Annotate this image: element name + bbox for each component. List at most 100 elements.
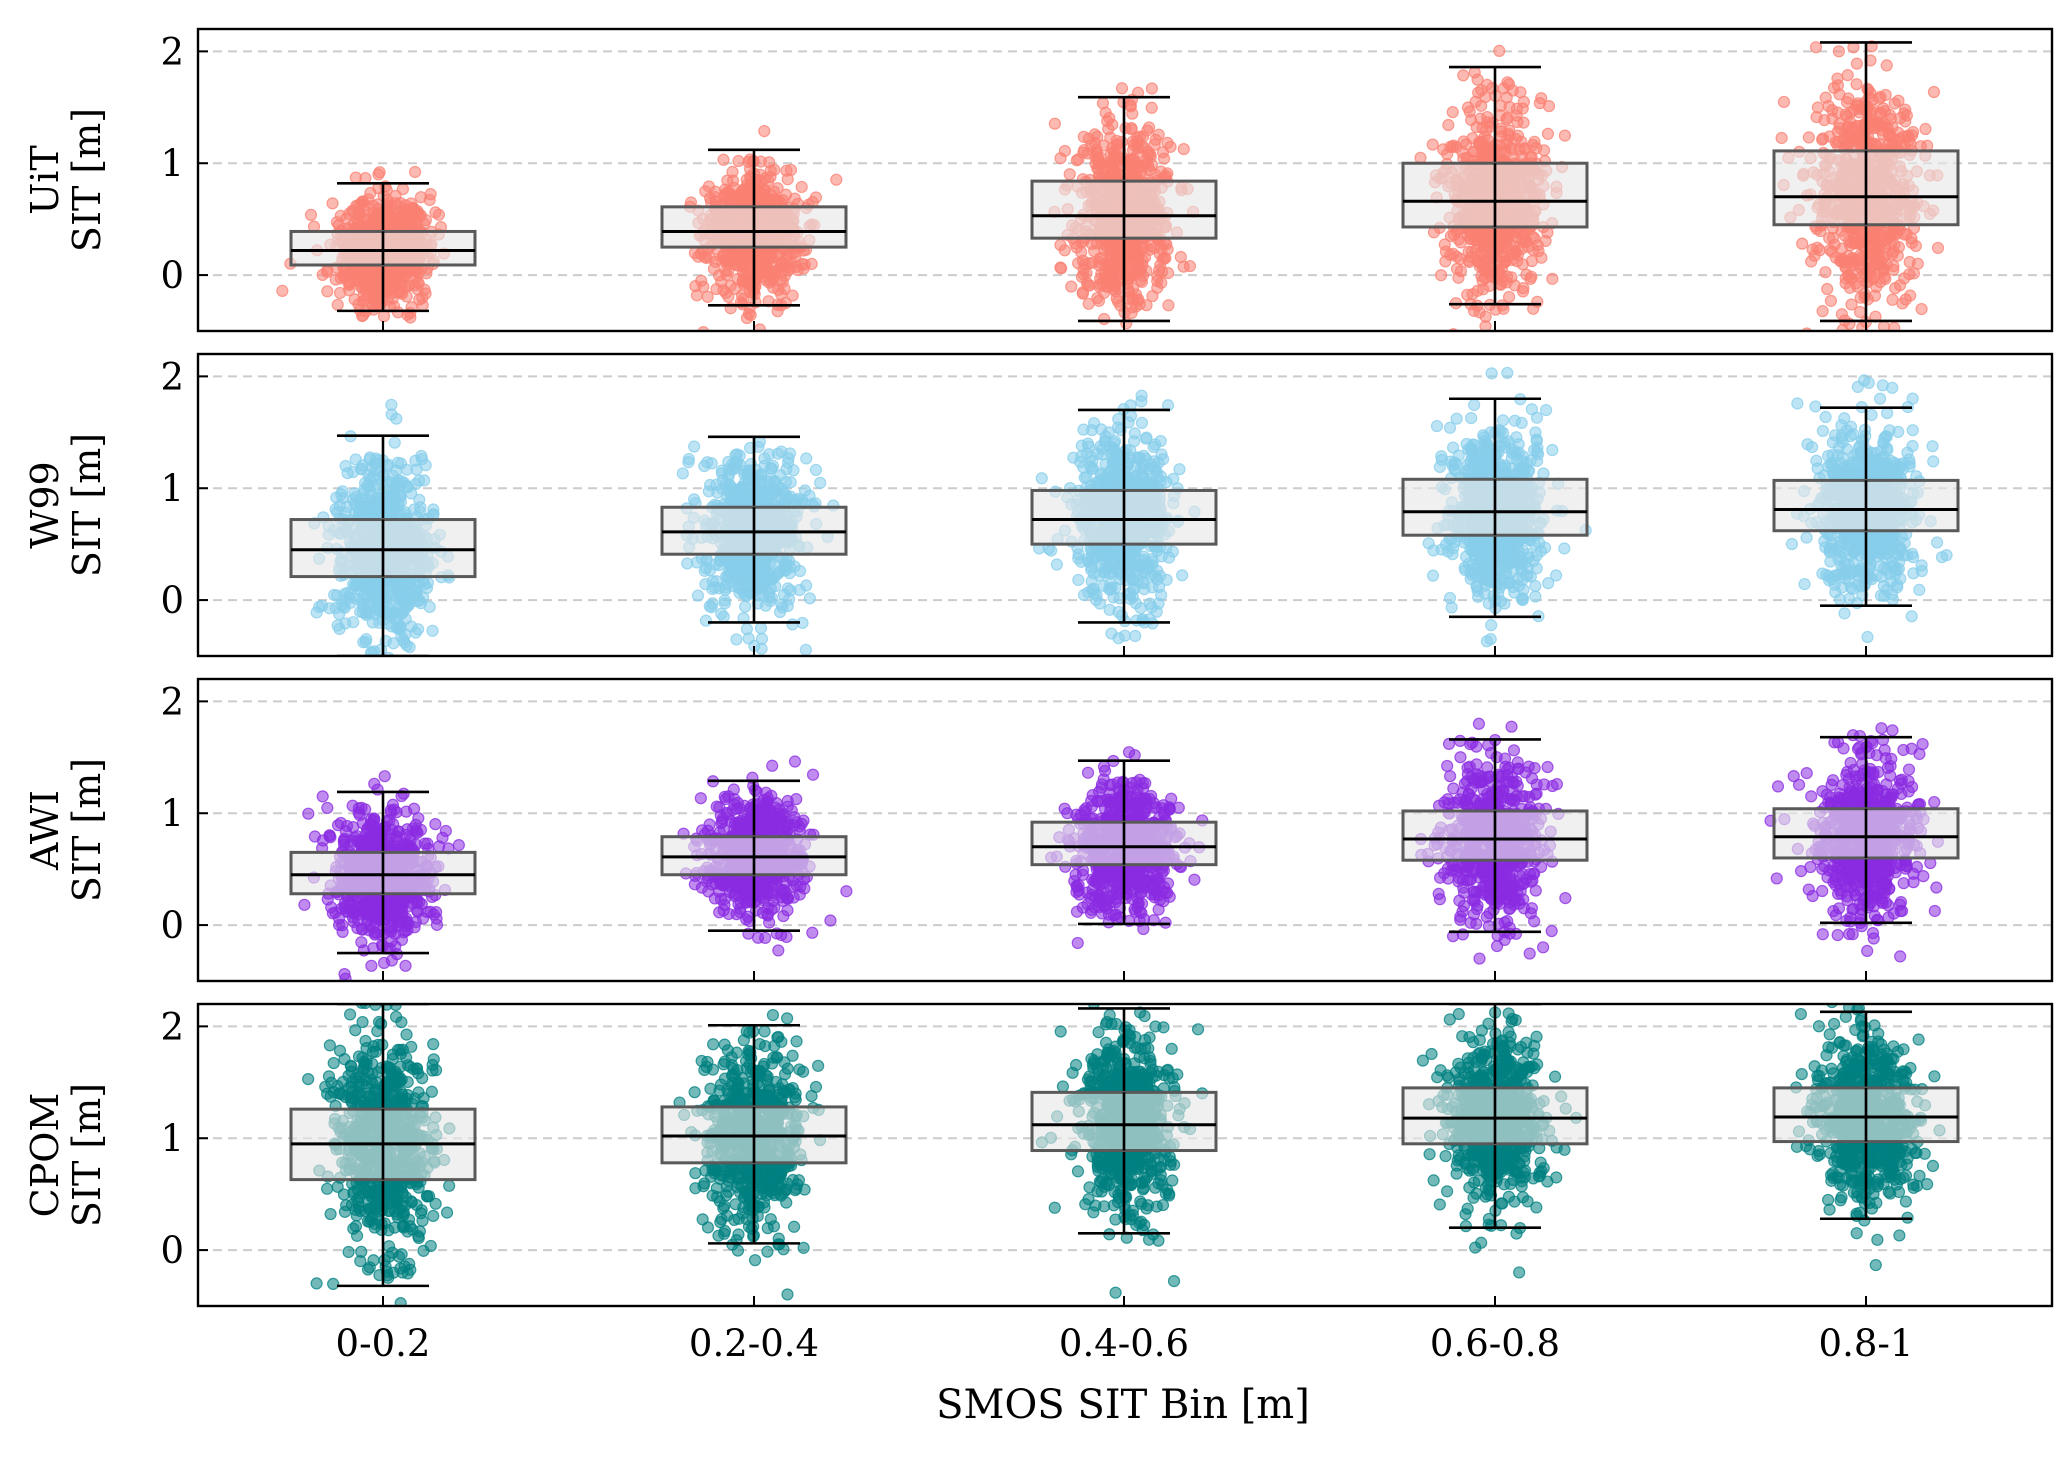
data-point xyxy=(1501,76,1514,89)
data-point xyxy=(783,561,797,574)
data-point xyxy=(409,454,422,467)
data-point xyxy=(419,459,432,472)
data-point xyxy=(364,186,377,200)
y-axis-label-model: UiT xyxy=(23,145,67,215)
data-point xyxy=(786,289,799,302)
data-point xyxy=(1447,139,1460,152)
data-point xyxy=(1806,243,1819,256)
data-point xyxy=(401,479,414,493)
data-point xyxy=(363,484,376,497)
data-point xyxy=(701,290,714,303)
data-point xyxy=(1775,131,1788,145)
data-point xyxy=(404,306,417,320)
data-point xyxy=(1155,276,1168,289)
data-point xyxy=(1112,268,1125,281)
data-point xyxy=(1446,106,1459,119)
data-point xyxy=(809,191,823,204)
data-point xyxy=(276,284,289,297)
y-tick-label: 0 xyxy=(160,254,184,297)
data-point xyxy=(333,286,347,300)
data-point xyxy=(377,310,391,323)
data-point xyxy=(1076,286,1089,299)
data-point xyxy=(1531,295,1544,308)
data-point xyxy=(1915,302,1928,316)
box-group xyxy=(289,41,1960,323)
data-point xyxy=(692,250,705,263)
data-point xyxy=(304,208,318,221)
data-point xyxy=(354,605,367,618)
data-point xyxy=(755,642,768,655)
data-point xyxy=(1816,305,1829,318)
data-point xyxy=(360,633,373,646)
data-point xyxy=(352,199,365,212)
data-point xyxy=(1927,85,1941,99)
data-point xyxy=(741,188,754,201)
data-point xyxy=(724,479,737,492)
data-point xyxy=(1070,154,1083,167)
data-point xyxy=(1511,248,1525,261)
data-point xyxy=(1158,252,1171,265)
data-point xyxy=(1919,122,1932,136)
data-point xyxy=(705,457,718,470)
data-point xyxy=(1831,72,1844,85)
data-point xyxy=(1861,82,1874,95)
data-point xyxy=(1844,106,1857,119)
data-point xyxy=(1450,250,1463,263)
data-point xyxy=(394,197,407,210)
data-point xyxy=(390,412,403,425)
data-point xyxy=(732,559,745,572)
data-point xyxy=(703,251,717,264)
data-point xyxy=(729,456,743,469)
data-point xyxy=(1123,271,1136,285)
data-point xyxy=(766,281,780,294)
data-point xyxy=(715,464,728,477)
data-point xyxy=(1802,131,1815,144)
data-point xyxy=(395,576,408,589)
data-point xyxy=(774,469,787,482)
data-point xyxy=(705,601,718,614)
data-point xyxy=(1869,121,1882,134)
data-point xyxy=(1130,137,1143,151)
data-point xyxy=(411,275,424,288)
data-point xyxy=(356,295,370,308)
data-point xyxy=(771,182,784,195)
data-point xyxy=(1824,243,1837,257)
data-point xyxy=(755,569,768,582)
data-point xyxy=(390,621,404,635)
data-point xyxy=(768,163,781,176)
data-point xyxy=(1841,69,1854,82)
data-point xyxy=(1162,299,1175,312)
data-point xyxy=(1839,261,1852,274)
data-point xyxy=(1164,140,1177,153)
data-point xyxy=(1511,115,1524,129)
data-point xyxy=(1145,101,1158,114)
data-point xyxy=(354,280,368,293)
data-point xyxy=(361,597,374,610)
data-point xyxy=(1454,265,1468,278)
data-point xyxy=(720,268,733,282)
data-point xyxy=(1102,122,1115,136)
data-point xyxy=(1833,117,1846,131)
data-point xyxy=(347,616,360,629)
data-point xyxy=(374,273,387,286)
data-point xyxy=(1850,57,1863,70)
data-point xyxy=(1077,146,1090,159)
data-point xyxy=(711,486,724,499)
data-point xyxy=(328,588,341,602)
data-point xyxy=(323,602,336,615)
data-point xyxy=(336,485,349,498)
data-point xyxy=(1880,59,1893,72)
data-point xyxy=(356,309,369,323)
data-point xyxy=(758,452,771,465)
data-point xyxy=(778,494,792,508)
data-point xyxy=(1110,134,1123,147)
data-point xyxy=(1844,239,1857,252)
data-point xyxy=(1873,237,1886,250)
data-point xyxy=(1502,290,1516,304)
data-point xyxy=(738,465,751,478)
data-point xyxy=(1809,41,1823,54)
data-point xyxy=(721,257,734,270)
